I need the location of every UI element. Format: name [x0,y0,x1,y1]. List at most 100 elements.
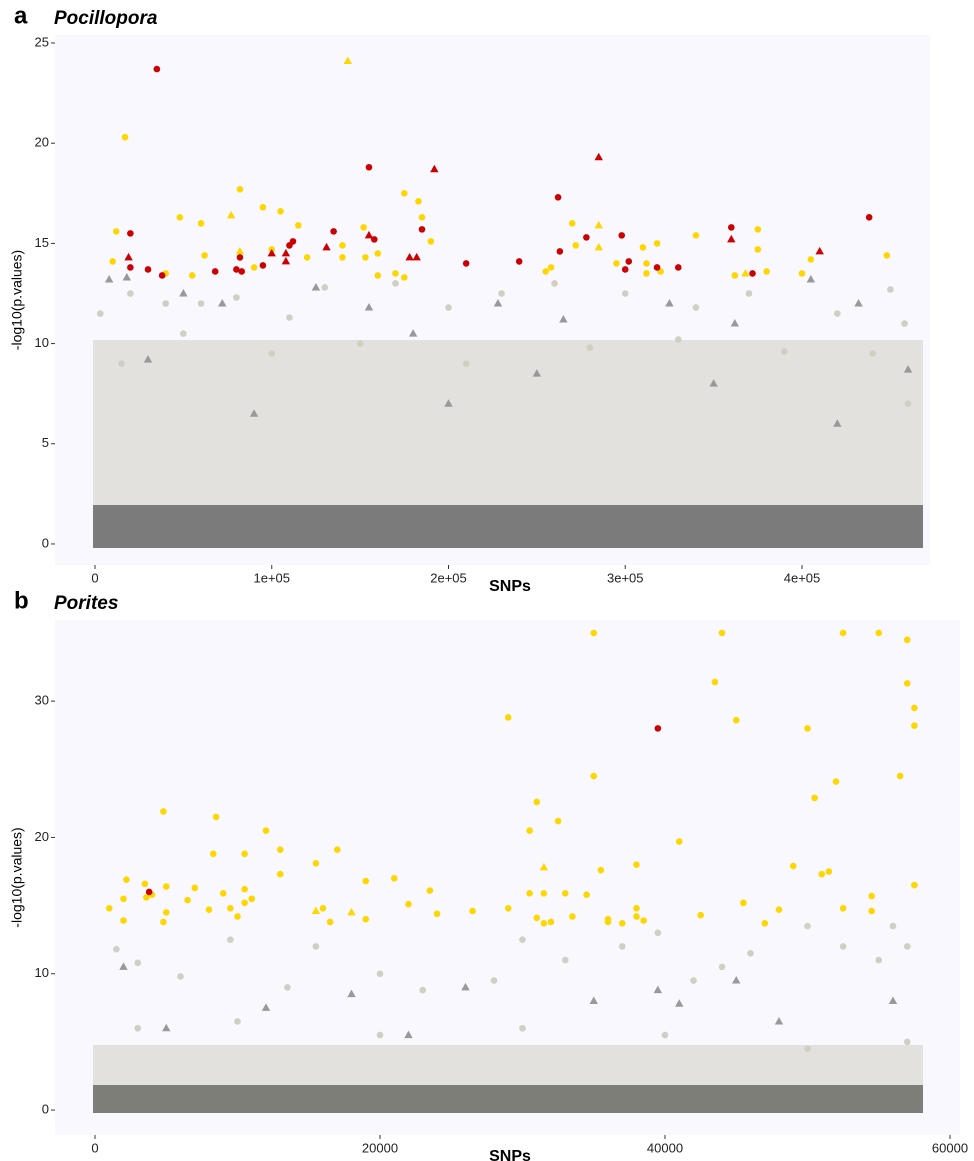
point [804,725,811,732]
point [745,290,753,297]
y-tick-label: 0 [42,1101,49,1116]
point [236,185,244,193]
point [697,911,704,919]
point [153,65,161,73]
point [238,268,246,275]
panel-label: a [14,2,28,29]
triangle-point [347,907,356,916]
point [160,808,167,815]
point [869,350,877,357]
point [775,906,783,913]
point [250,264,258,271]
point [604,918,612,926]
point [197,300,205,307]
point [201,252,208,259]
triangle-point [727,234,736,243]
point [184,896,191,904]
point [365,163,373,171]
point [419,986,427,994]
point [554,194,562,201]
x-tick-label: 0 [91,1140,98,1155]
triangle-point [594,152,603,161]
triangle-point [311,282,321,291]
point [333,846,341,853]
point [653,240,661,247]
point [294,222,302,229]
point [526,827,533,834]
point-band [93,505,923,548]
triangle-point [404,1030,413,1039]
triangle-point [235,246,245,255]
point [901,320,908,327]
point [533,914,541,922]
point [556,248,564,255]
point [205,906,213,913]
point [469,907,476,915]
triangle-point [665,299,674,307]
x-tick-label: 1e+05 [253,570,290,585]
point [675,838,683,845]
point [674,336,682,343]
point [145,888,153,896]
point [661,1031,669,1039]
point [554,817,562,825]
point [241,899,248,907]
point [259,262,267,269]
point [749,270,756,277]
point [740,899,747,907]
point [903,943,911,950]
point [811,794,818,802]
point-cloud [93,1045,923,1085]
point [109,258,116,265]
point [374,272,382,279]
point [141,880,149,888]
point [188,272,196,279]
point [889,922,897,930]
point [887,286,894,293]
triangle-point [343,56,352,65]
x-tick-label: 2e+05 [430,570,467,585]
point [625,258,633,265]
point [113,945,120,953]
y-tick-label: 30 [35,693,49,708]
point [248,895,256,903]
point [718,963,726,971]
triangle-point [322,242,331,251]
triangle-point [444,399,453,407]
point [390,875,398,882]
point [191,884,199,892]
point [547,918,555,926]
point [825,868,833,875]
point [176,214,184,221]
point [568,220,576,227]
triangle-point [281,248,291,257]
point [789,862,797,870]
triangle-point [226,210,236,219]
point [798,270,806,277]
point [105,905,113,912]
point [618,943,626,950]
point [112,228,120,235]
triangle-point [732,976,741,984]
point [515,258,523,265]
triangle-point [539,862,549,871]
triangle-point [888,996,898,1005]
point [227,905,234,912]
point [123,876,130,883]
point [561,956,569,964]
triangle-point [281,256,291,265]
triangle-point [833,419,842,427]
point [376,1031,384,1039]
triangle-point [311,906,321,915]
point [504,714,512,721]
point [653,264,661,271]
point [586,344,594,351]
point [590,772,598,780]
point [120,895,127,903]
point [633,905,640,912]
point [597,866,605,874]
point [262,827,270,834]
point [118,360,125,367]
point [590,629,598,637]
triangle-point [532,369,542,377]
